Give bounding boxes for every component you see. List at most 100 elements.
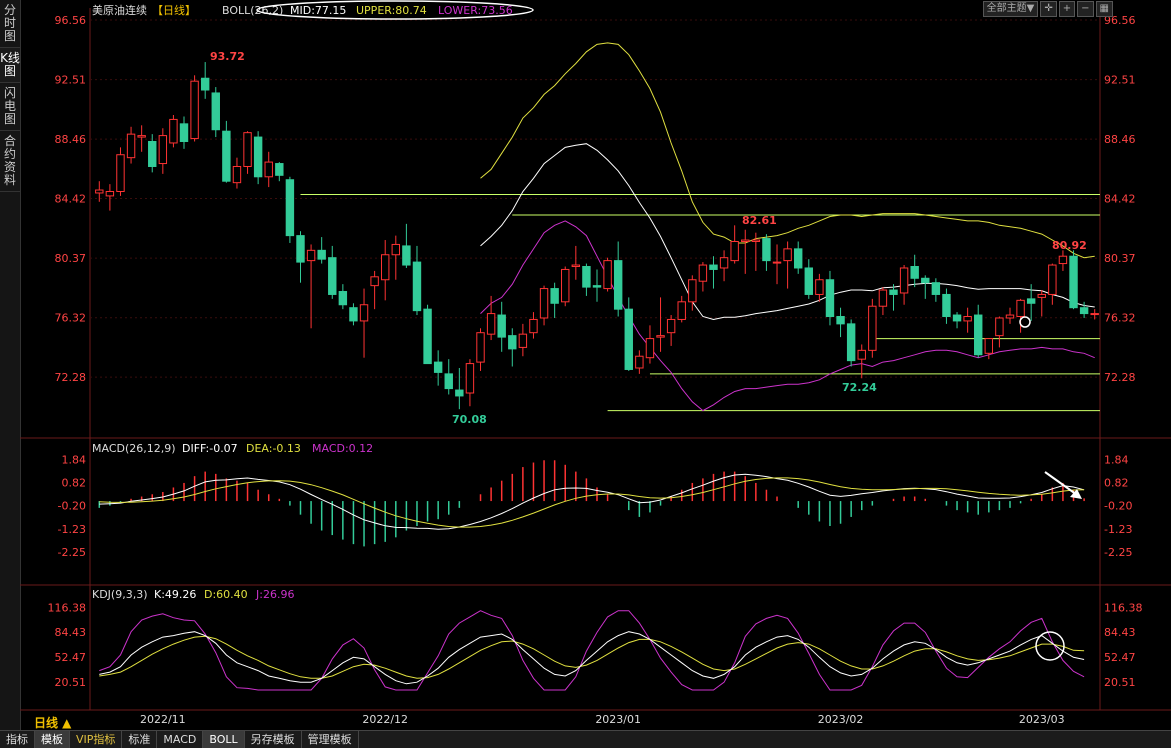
tab-standard[interactable]: 标准 <box>122 731 158 748</box>
date-label: 2023/01 <box>595 713 641 726</box>
candle-body <box>688 279 697 303</box>
trend-arrowhead <box>1070 489 1082 499</box>
tab-vip-indicator[interactable]: VIP指标 <box>70 731 123 748</box>
tab-kline[interactable]: K线图 <box>0 48 20 83</box>
boll-upper-line <box>480 42 1095 259</box>
price-tick-right: 72.28 <box>1104 371 1136 384</box>
kdj-tick-left: 20.51 <box>55 676 87 689</box>
layout-icon[interactable]: ▦ <box>1095 1 1113 17</box>
macd-tick-left: -0.20 <box>58 500 86 513</box>
candle-body <box>709 264 718 270</box>
candle-body <box>253 136 263 178</box>
candle-body <box>783 248 792 262</box>
candle-body <box>222 130 231 182</box>
chart-toolbar: 全部主题▼ ✛ + − ▦ <box>982 1 1113 17</box>
candle-body <box>624 308 633 370</box>
crosshair-icon[interactable]: ✛ <box>1040 1 1057 17</box>
price-tick-right: 92.51 <box>1104 74 1136 87</box>
annotation-low-feb: 72.24 <box>842 381 877 394</box>
price-tick-right: 80.37 <box>1104 252 1136 265</box>
macd-tick-left: 1.84 <box>62 453 87 466</box>
macd-tick-right: -2.25 <box>1104 546 1132 559</box>
candle-body <box>910 266 919 279</box>
candle-body <box>942 293 951 318</box>
theme-select[interactable]: 全部主题▼ <box>982 1 1039 17</box>
annotation-recent-high: 80.92 <box>1052 239 1087 252</box>
kdj-tick-left: 84.43 <box>55 626 87 639</box>
kdj-tick-right: 116.38 <box>1104 601 1143 614</box>
candle-body <box>497 314 506 338</box>
candle-body <box>116 154 125 192</box>
macd-tick-right: -1.23 <box>1104 523 1132 536</box>
candle-body <box>486 313 496 335</box>
candle-body <box>995 317 1004 337</box>
macd-diff-value: DIFF:-0.07 <box>182 442 238 455</box>
kdj-tick-right: 52.47 <box>1104 651 1136 664</box>
candle-body <box>381 254 390 281</box>
macd-tick-left: 0.82 <box>62 476 87 489</box>
kdj-tick-left: 52.47 <box>55 651 87 664</box>
price-tick-right: 84.42 <box>1104 193 1136 206</box>
tab-save-template[interactable]: 另存模板 <box>245 731 302 748</box>
candle-body <box>963 316 972 322</box>
candle-body <box>762 238 771 262</box>
candle-body <box>264 161 273 178</box>
macd-name: MACD(26,12,9) <box>92 442 176 455</box>
boll-lower-line <box>480 220 1095 412</box>
annotation-peak: 82.61 <box>742 214 777 227</box>
price-tick-left: 80.37 <box>55 252 87 265</box>
tab-indicator[interactable]: 指标 <box>0 731 35 748</box>
candle-body <box>306 249 316 262</box>
zoom-out-icon[interactable]: − <box>1077 1 1094 17</box>
candle-body <box>730 241 739 262</box>
candle-body <box>1048 264 1057 295</box>
candle-body <box>677 301 686 320</box>
candle-body <box>921 277 930 284</box>
zoom-in-icon[interactable]: + <box>1058 1 1076 17</box>
candle-body <box>931 282 941 295</box>
candle-body <box>793 248 803 269</box>
price-tick-left: 72.28 <box>55 371 87 384</box>
candle-body <box>539 288 549 319</box>
boll-upper-value: UPPER:80.74 <box>356 4 427 17</box>
chart-area[interactable]: 96.56 96.56 92.51 92.51 88.46 88.46 84.42 84.42… <box>0 0 1171 730</box>
tab-timeshare[interactable]: 分时图 <box>0 0 20 48</box>
tab-manage-template[interactable]: 管理模板 <box>302 731 359 748</box>
candle-body <box>243 132 252 167</box>
candle-body <box>550 288 559 304</box>
candle-body <box>868 305 877 351</box>
tab-contract-info[interactable]: 合约资料 <box>0 131 20 192</box>
macd-tick-right: 0.82 <box>1104 476 1129 489</box>
candle-body <box>772 261 782 264</box>
candle-body <box>518 333 528 348</box>
tab-macd[interactable]: MACD <box>157 731 204 748</box>
tab-template[interactable]: 模板 <box>35 731 70 748</box>
tab-lightning[interactable]: 闪电图 <box>0 83 20 131</box>
candle-body <box>328 257 337 295</box>
candle-body <box>952 314 962 322</box>
candle-body <box>285 179 295 237</box>
candle-body <box>476 332 485 363</box>
candle-body <box>296 235 305 263</box>
candle-body <box>275 163 284 176</box>
candle-body <box>582 266 591 288</box>
candle-body <box>836 316 845 325</box>
macd-tick-left: -2.25 <box>58 546 86 559</box>
period-selector[interactable]: 日线 ▲ <box>34 716 72 730</box>
candle-body <box>508 335 517 350</box>
price-tick-right: 76.32 <box>1104 312 1136 325</box>
kdj-tick-left: 116.38 <box>48 601 87 614</box>
candle-body <box>603 260 612 290</box>
candle-body <box>878 289 888 307</box>
tab-boll[interactable]: BOLL <box>203 731 245 748</box>
candle-body <box>571 264 581 268</box>
boll-mid-value: MID:77.15 <box>290 4 346 17</box>
boll-lower-value: LOWER:73.56 <box>438 4 513 17</box>
macd-tick-right: -0.20 <box>1104 500 1132 513</box>
candle-body <box>317 249 326 260</box>
period-tag: 【日线】 <box>152 3 196 17</box>
candle-body <box>95 189 104 194</box>
candle-body <box>815 279 824 295</box>
candle-body <box>105 190 115 197</box>
candle-body <box>455 389 464 397</box>
